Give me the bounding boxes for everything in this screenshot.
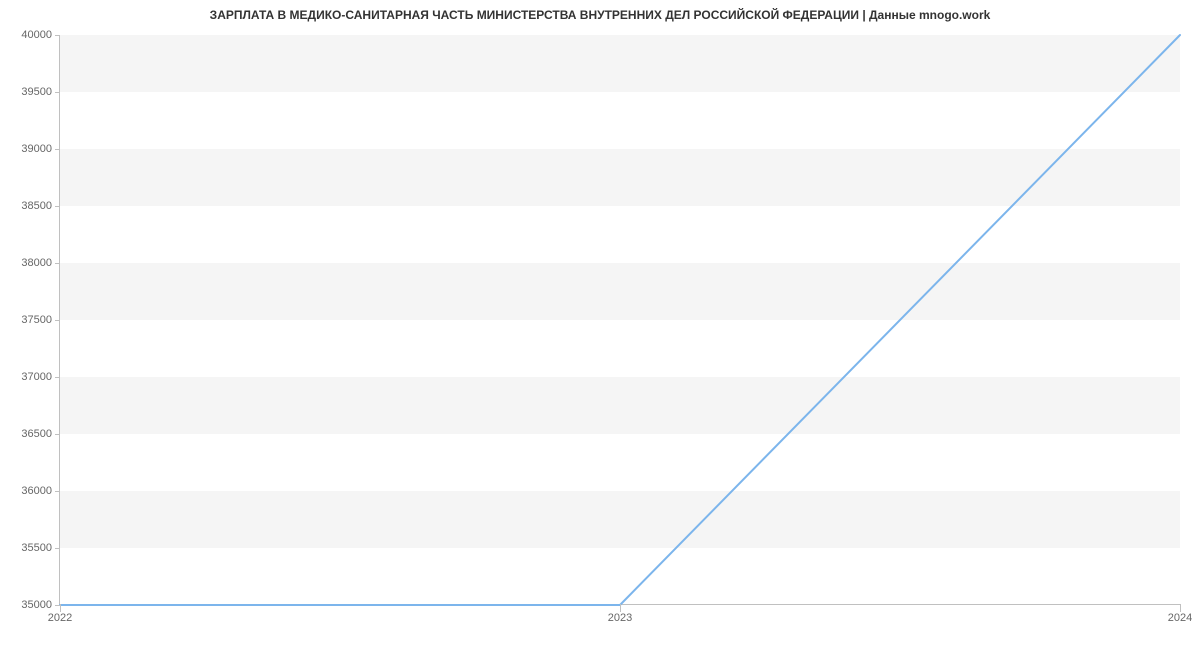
y-tick-mark xyxy=(55,206,60,207)
y-tick-mark xyxy=(55,92,60,93)
y-tick-label: 36000 xyxy=(21,485,52,497)
y-tick-label: 39500 xyxy=(21,86,52,98)
y-tick-label: 36500 xyxy=(21,428,52,440)
x-tick-mark xyxy=(1180,604,1181,612)
x-tick-mark xyxy=(620,604,621,612)
y-tick-label: 40000 xyxy=(21,29,52,41)
y-tick-mark xyxy=(55,263,60,264)
y-tick-mark xyxy=(55,149,60,150)
y-tick-mark xyxy=(55,320,60,321)
x-tick-label: 2024 xyxy=(1168,612,1192,624)
x-tick-mark xyxy=(60,604,61,612)
series-line xyxy=(60,35,1180,605)
line-series xyxy=(60,35,1180,605)
y-tick-label: 37500 xyxy=(21,314,52,326)
chart-title: ЗАРПЛАТА В МЕДИКО-САНИТАРНАЯ ЧАСТЬ МИНИС… xyxy=(0,8,1200,22)
salary-chart: ЗАРПЛАТА В МЕДИКО-САНИТАРНАЯ ЧАСТЬ МИНИС… xyxy=(0,0,1200,650)
x-tick-label: 2022 xyxy=(48,612,72,624)
y-tick-mark xyxy=(55,35,60,36)
y-tick-mark xyxy=(55,548,60,549)
y-tick-label: 35000 xyxy=(21,599,52,611)
y-tick-label: 38500 xyxy=(21,200,52,212)
y-tick-label: 38000 xyxy=(21,257,52,269)
y-tick-mark xyxy=(55,434,60,435)
x-tick-label: 2023 xyxy=(608,612,632,624)
y-tick-label: 35500 xyxy=(21,542,52,554)
y-tick-label: 37000 xyxy=(21,371,52,383)
y-tick-mark xyxy=(55,491,60,492)
y-tick-label: 39000 xyxy=(21,143,52,155)
y-tick-mark xyxy=(55,377,60,378)
